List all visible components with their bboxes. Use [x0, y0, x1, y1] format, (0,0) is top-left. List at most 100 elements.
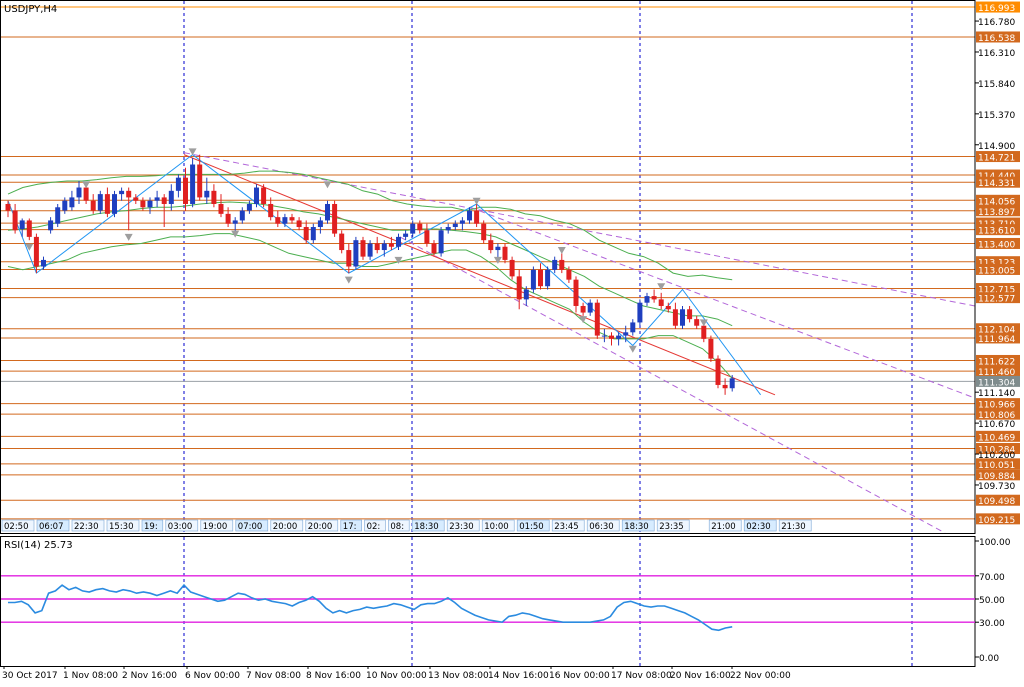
- candle-bearish: [33, 236, 39, 267]
- candle-bearish: [488, 240, 494, 251]
- time-tag-bg: [743, 519, 777, 532]
- rsi-panel: 100.00 70.00 50.00 30.00 0.00: [1, 538, 1011, 664]
- candle-bullish: [637, 302, 643, 323]
- date-label: 10 Nov 00:00: [366, 671, 427, 681]
- candle-bullish: [445, 227, 451, 231]
- candle-bullish: [396, 236, 401, 247]
- level-label-bg: [976, 443, 1020, 455]
- level-label: 109.884: [978, 472, 1015, 482]
- candle-bullish: [69, 197, 75, 208]
- candle-bearish: [346, 250, 352, 267]
- rsi-tick-label: 100.00: [979, 538, 1011, 548]
- time-tag-bg: [551, 519, 585, 532]
- candle-bearish: [672, 309, 678, 326]
- candle-bearish: [609, 335, 614, 339]
- candle-bullish: [601, 335, 607, 337]
- candle-bearish: [289, 217, 295, 221]
- time-tag: 21:30: [781, 522, 806, 532]
- fractal-arrow: [394, 256, 403, 264]
- date-label: 20 Nov 16:00: [670, 671, 731, 681]
- price-tick-label: 114.900: [978, 142, 1015, 152]
- time-tag-bg: [778, 519, 812, 532]
- candle-bearish: [715, 358, 721, 385]
- candle-bullish: [204, 190, 210, 198]
- level-label-bg: [976, 176, 1020, 188]
- time-tag-bg: [1, 519, 35, 532]
- rsi-tick-label: 50.00: [979, 596, 1005, 606]
- price-tick-label: 116.310: [978, 49, 1015, 59]
- level-label: 112.104: [978, 326, 1015, 336]
- candle-bearish: [538, 269, 543, 287]
- time-tag: 18:30: [624, 522, 649, 532]
- candle-bearish: [594, 302, 600, 336]
- period-separators: [183, 1, 913, 666]
- fractal-arrow: [493, 256, 502, 264]
- time-tag: 19:: [144, 522, 158, 532]
- level-label: 112.577: [978, 295, 1015, 305]
- fractal-arrow: [82, 181, 91, 189]
- candle-bearish: [126, 190, 132, 198]
- candle-bullish: [76, 187, 82, 198]
- candle-bullish: [410, 223, 416, 234]
- axes: 116.780 116.310 115.840 115.370 114.900 111.1…: [0, 0, 1015, 667]
- fractal-arrow: [231, 230, 240, 238]
- candle-bearish: [275, 217, 281, 224]
- candle-bearish: [26, 220, 32, 237]
- time-tag-bg: [141, 519, 164, 532]
- time-tag-bg: [340, 519, 362, 532]
- horizontal-levels: 116.993116.538114.721114.440114.331114.0…: [1, 1, 1020, 526]
- zigzag-line: [7, 153, 762, 396]
- candle-bearish: [296, 220, 302, 228]
- fractal-arrow: [25, 243, 34, 251]
- candle-bullish: [729, 378, 735, 389]
- time-tag-bg: [165, 519, 199, 532]
- candle-bearish: [90, 200, 96, 211]
- candle-bullish: [523, 289, 529, 300]
- candle-bearish: [417, 223, 423, 231]
- time-tag-bg: [305, 519, 339, 532]
- time-tag-bg: [411, 519, 445, 532]
- candle-bearish: [332, 203, 338, 234]
- time-tag: 18:30: [414, 522, 439, 532]
- candle-bearish: [83, 187, 89, 201]
- level-label-bg: [976, 408, 1020, 420]
- candle-bearish: [516, 276, 522, 300]
- time-tag-bg: [621, 519, 655, 532]
- candle-bullish: [62, 200, 68, 211]
- time-tag: 01:50: [519, 522, 544, 532]
- time-tag: 06:30: [589, 522, 614, 532]
- level-label-bg: [976, 194, 1020, 206]
- candle-bullish: [530, 269, 536, 290]
- candle-bullish: [112, 194, 117, 214]
- level-label: 112.715: [978, 286, 1015, 296]
- candle-bullish: [119, 190, 125, 195]
- candle-bullish: [545, 269, 551, 287]
- candlesticks: [5, 154, 735, 395]
- candle-bullish: [452, 223, 458, 228]
- date-label: 8 Nov 16:00: [306, 671, 361, 681]
- candle-bearish: [303, 227, 309, 241]
- time-tag-bg: [656, 519, 690, 532]
- time-tag: 21:00: [711, 522, 736, 532]
- price-tick-label: 109.730: [978, 482, 1015, 492]
- bollinger-upper: [7, 170, 733, 281]
- fractal-arrow: [557, 247, 566, 255]
- candle-bullish: [317, 220, 323, 228]
- candle-bearish: [687, 309, 693, 320]
- level-label: 111.964: [978, 335, 1015, 345]
- candle-bearish: [218, 203, 224, 214]
- price-tick-label: 110.670: [978, 420, 1015, 430]
- time-tag-bg: [388, 519, 410, 532]
- level-label: 116.993: [978, 4, 1015, 14]
- level-label-bg: [976, 494, 1020, 506]
- level-label: 114.721: [978, 154, 1015, 164]
- channel-upper-line: [183, 152, 976, 307]
- date-axis: 30 Oct 2017 1 Nov 08:00 2 Nov 16:00 6 Nov 0…: [2, 666, 791, 681]
- date-label: 22 Nov 00:00: [730, 671, 791, 681]
- candle-bearish: [374, 243, 380, 251]
- candle-bullish: [190, 164, 196, 204]
- level-label: 110.284: [978, 446, 1015, 456]
- rsi-tick-label: 0.00: [979, 654, 999, 664]
